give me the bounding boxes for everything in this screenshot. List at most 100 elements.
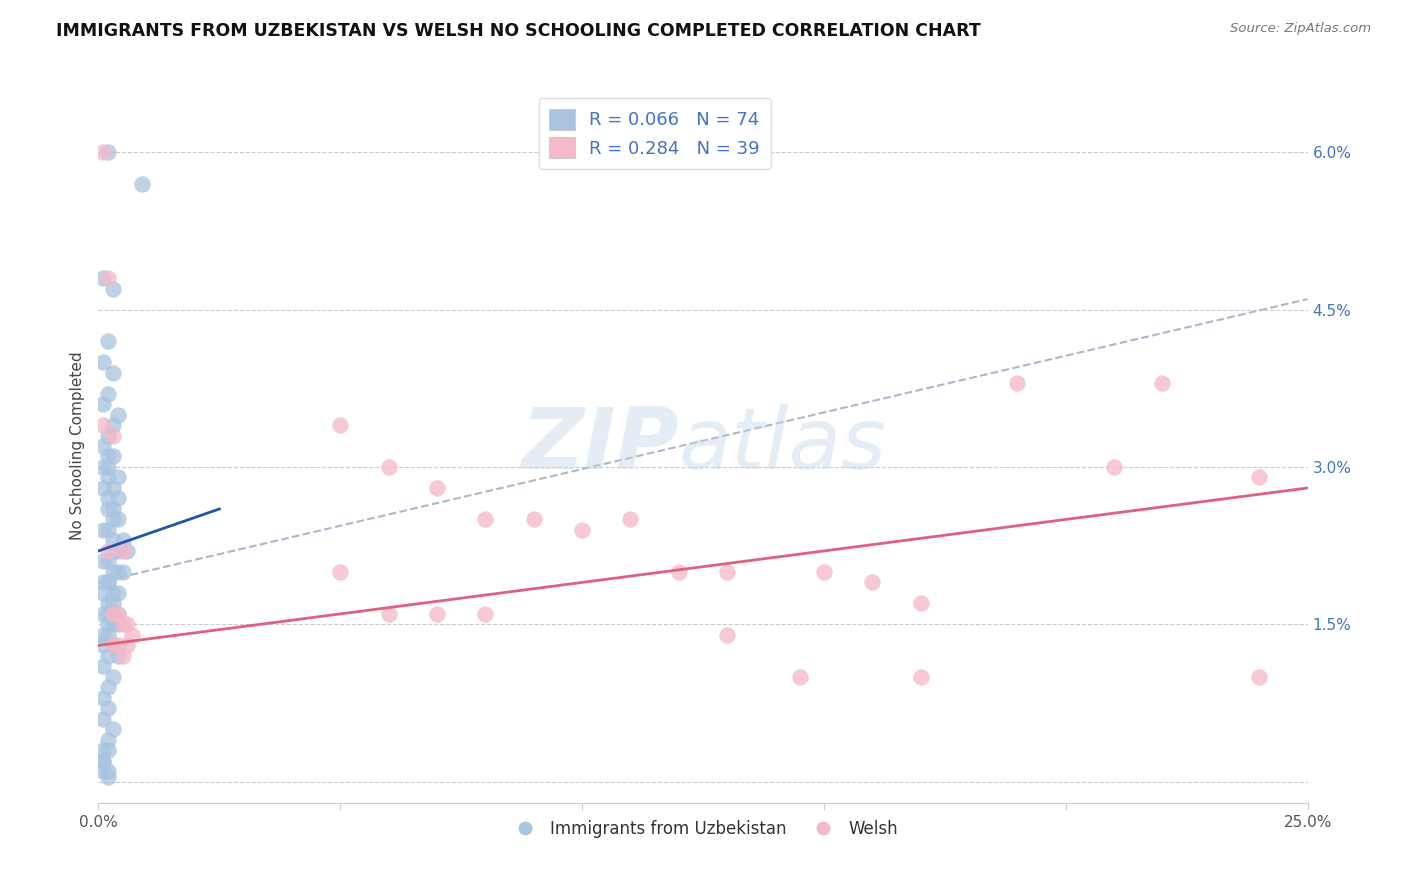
Point — [101, 670, 124, 684]
Point — [91, 355, 114, 369]
Point — [91, 712, 114, 726]
Point — [101, 533, 124, 548]
Point — [111, 617, 134, 632]
Legend: Immigrants from Uzbekistan, Welsh: Immigrants from Uzbekistan, Welsh — [502, 814, 904, 845]
Point — [97, 334, 120, 348]
Point — [91, 417, 114, 432]
Point — [97, 554, 120, 568]
Point — [97, 544, 120, 558]
Point — [860, 575, 883, 590]
Point — [91, 639, 114, 653]
Point — [97, 575, 120, 590]
Point — [474, 512, 496, 526]
Point — [91, 586, 114, 600]
Point — [91, 554, 114, 568]
Point — [910, 670, 932, 684]
Point — [107, 607, 129, 621]
Text: atlas: atlas — [679, 404, 887, 488]
Point — [1007, 376, 1029, 390]
Point — [426, 607, 449, 621]
Point — [97, 271, 120, 285]
Point — [789, 670, 811, 684]
Point — [91, 607, 114, 621]
Point — [101, 366, 124, 380]
Point — [97, 145, 120, 160]
Point — [91, 754, 114, 768]
Point — [107, 408, 129, 422]
Point — [97, 386, 120, 401]
Point — [101, 544, 124, 558]
Point — [91, 690, 114, 705]
Point — [101, 428, 124, 442]
Point — [91, 754, 114, 768]
Point — [107, 586, 129, 600]
Point — [101, 639, 124, 653]
Point — [91, 460, 114, 475]
Point — [97, 596, 120, 610]
Point — [91, 659, 114, 673]
Text: Source: ZipAtlas.com: Source: ZipAtlas.com — [1230, 22, 1371, 36]
Point — [117, 639, 139, 653]
Point — [716, 565, 738, 579]
Point — [91, 764, 114, 779]
Point — [1152, 376, 1174, 390]
Point — [101, 586, 124, 600]
Point — [111, 648, 134, 663]
Point — [91, 481, 114, 495]
Point — [97, 607, 120, 621]
Point — [97, 681, 120, 695]
Point — [101, 282, 124, 296]
Point — [101, 639, 124, 653]
Point — [377, 607, 399, 621]
Point — [813, 565, 835, 579]
Text: IMMIGRANTS FROM UZBEKISTAN VS WELSH NO SCHOOLING COMPLETED CORRELATION CHART: IMMIGRANTS FROM UZBEKISTAN VS WELSH NO S… — [56, 22, 981, 40]
Y-axis label: No Schooling Completed: No Schooling Completed — [70, 351, 86, 541]
Point — [107, 607, 129, 621]
Point — [1249, 670, 1271, 684]
Point — [91, 575, 114, 590]
Point — [101, 481, 124, 495]
Point — [97, 701, 120, 715]
Point — [97, 764, 120, 779]
Point — [101, 596, 124, 610]
Point — [97, 428, 120, 442]
Point — [97, 628, 120, 642]
Point — [111, 533, 134, 548]
Point — [107, 491, 129, 506]
Point — [121, 628, 143, 642]
Point — [111, 544, 134, 558]
Point — [377, 460, 399, 475]
Point — [97, 523, 120, 537]
Point — [571, 523, 593, 537]
Point — [97, 460, 120, 475]
Point — [1102, 460, 1125, 475]
Point — [97, 732, 120, 747]
Point — [97, 617, 120, 632]
Point — [668, 565, 690, 579]
Point — [91, 439, 114, 453]
Point — [1249, 470, 1271, 484]
Point — [97, 743, 120, 757]
Point — [107, 617, 129, 632]
Point — [97, 648, 120, 663]
Point — [426, 481, 449, 495]
Point — [111, 565, 134, 579]
Point — [97, 770, 120, 784]
Point — [107, 544, 129, 558]
Point — [97, 491, 120, 506]
Point — [97, 575, 120, 590]
Point — [91, 743, 114, 757]
Point — [97, 502, 120, 516]
Point — [91, 271, 114, 285]
Point — [117, 617, 139, 632]
Point — [329, 417, 352, 432]
Point — [91, 145, 114, 160]
Point — [97, 450, 120, 464]
Text: ZIP: ZIP — [522, 404, 679, 488]
Point — [716, 628, 738, 642]
Point — [107, 639, 129, 653]
Point — [101, 723, 124, 737]
Point — [107, 648, 129, 663]
Point — [101, 502, 124, 516]
Point — [101, 417, 124, 432]
